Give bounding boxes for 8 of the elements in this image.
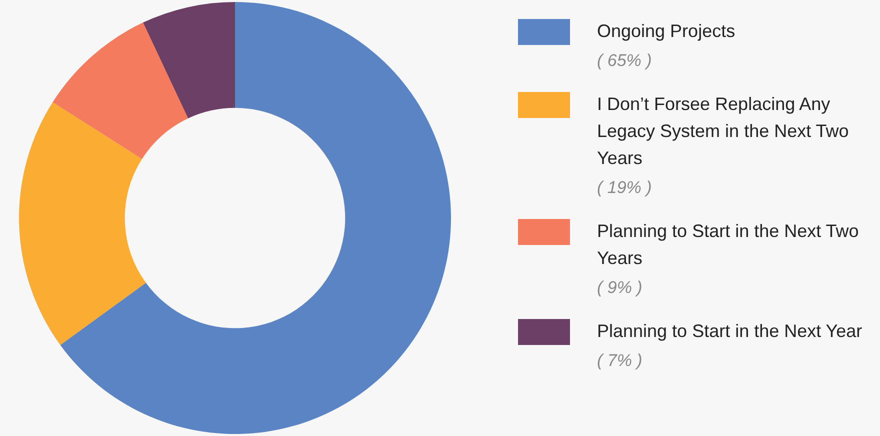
data-label: ( 19% ) — [597, 178, 653, 198]
data-label: ( 9% ) — [597, 278, 644, 298]
legend-label: Planning to Start in the Next Two Years — [597, 220, 860, 270]
legend-label: Planning to Start in the Next Year — [597, 320, 862, 343]
data-label: ( 7% ) — [597, 351, 644, 371]
legend-label: Ongoing Projects — [597, 20, 736, 43]
data-label: ( 65% ) — [597, 51, 653, 71]
legend-label: I Don’t Forsee Replacing Any Legacy System in the Next Two Years — [597, 93, 850, 170]
